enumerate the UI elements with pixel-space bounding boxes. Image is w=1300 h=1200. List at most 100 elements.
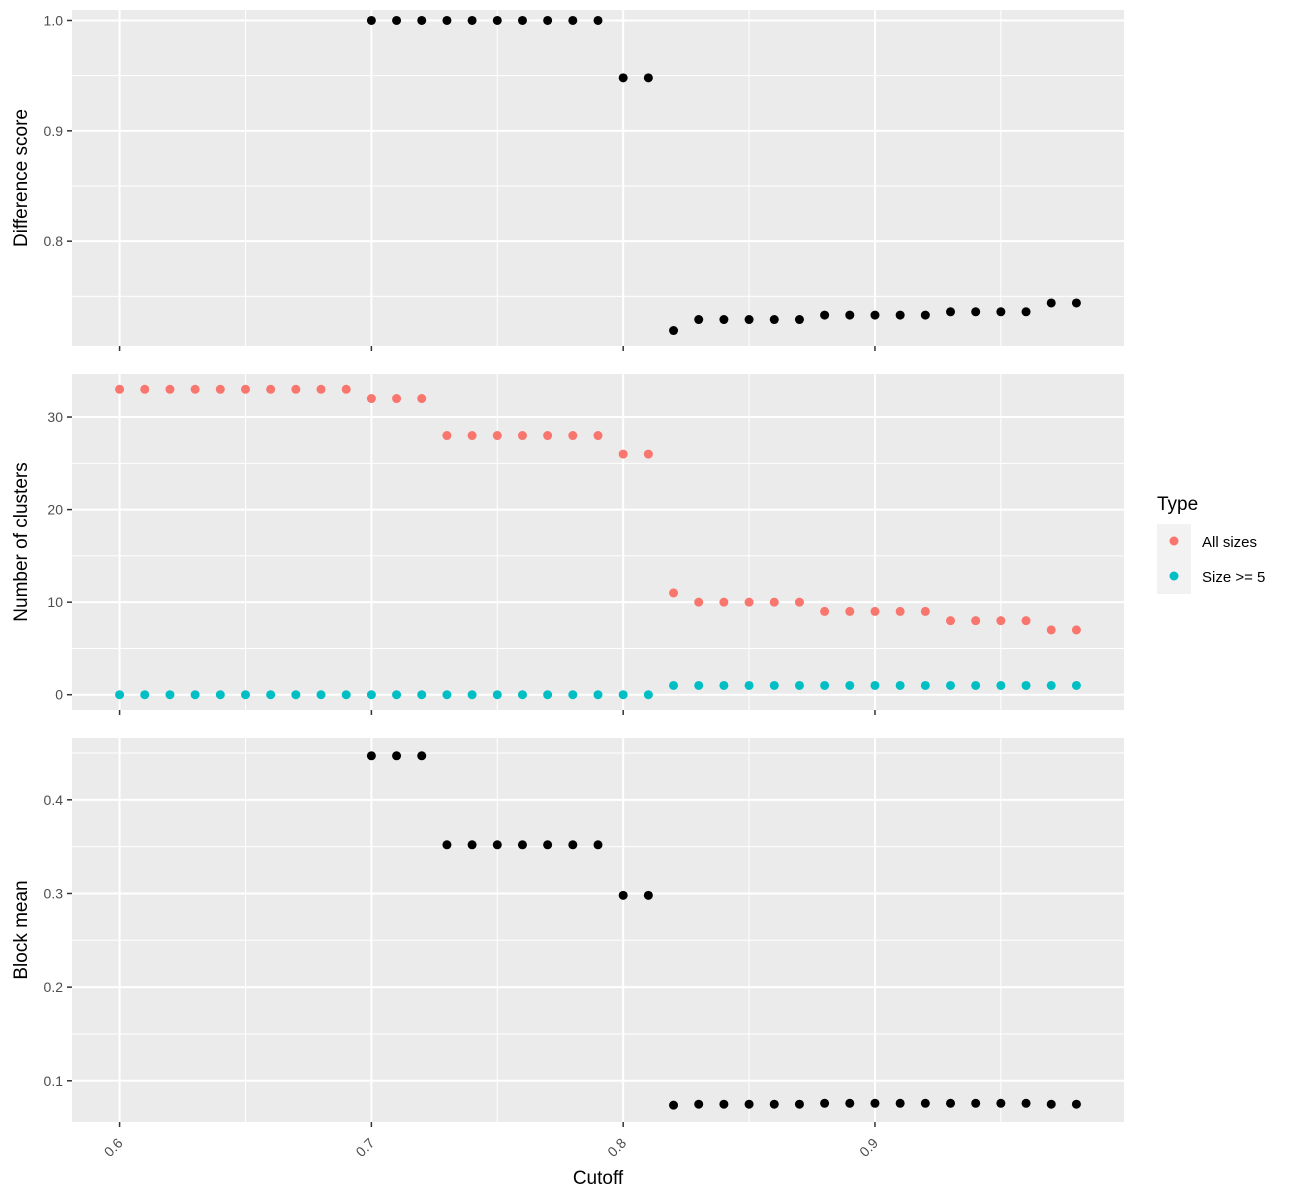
data-point xyxy=(593,840,603,850)
data-point xyxy=(190,690,200,700)
data-point xyxy=(643,449,653,459)
data-point xyxy=(971,680,981,690)
y-tick-label: 0.2 xyxy=(44,979,64,995)
data-point xyxy=(920,1098,930,1108)
series-1 xyxy=(366,751,1081,1110)
data-point xyxy=(971,1098,981,1108)
data-point xyxy=(744,1099,754,1109)
data-point xyxy=(643,890,653,900)
data-point xyxy=(215,690,225,700)
y-tick-label: 0.1 xyxy=(44,1073,64,1089)
data-point xyxy=(769,597,779,607)
data-point xyxy=(971,616,981,626)
data-point xyxy=(593,15,603,25)
data-point xyxy=(669,326,679,336)
series-2 xyxy=(115,680,1081,700)
y-tick-label: 1.0 xyxy=(44,12,64,28)
data-point xyxy=(442,690,452,700)
x-tick-label: 0.6 xyxy=(101,1135,126,1160)
data-point xyxy=(920,680,930,690)
data-point xyxy=(643,690,653,700)
data-point xyxy=(794,1099,804,1109)
data-point xyxy=(946,1098,956,1108)
data-point xyxy=(996,1098,1006,1108)
data-point xyxy=(820,1098,830,1108)
data-point xyxy=(1021,616,1031,626)
data-point xyxy=(694,315,704,325)
data-point xyxy=(669,680,679,690)
data-point xyxy=(794,680,804,690)
data-point xyxy=(1046,680,1056,690)
data-point xyxy=(769,1099,779,1109)
data-point xyxy=(442,431,452,441)
data-point xyxy=(920,606,930,616)
data-point xyxy=(996,680,1006,690)
x-tick-label: 0.8 xyxy=(604,1135,629,1160)
data-point xyxy=(794,315,804,325)
y-tick-label: 30 xyxy=(47,409,63,425)
data-point xyxy=(417,690,427,700)
data-point xyxy=(719,680,729,690)
data-point xyxy=(492,431,502,441)
data-point xyxy=(870,1098,880,1108)
y-tick-label: 20 xyxy=(47,502,63,518)
data-point xyxy=(694,597,704,607)
data-point xyxy=(845,1098,855,1108)
data-point xyxy=(165,690,175,700)
data-point xyxy=(467,690,477,700)
data-point xyxy=(366,394,376,404)
data-point xyxy=(392,15,402,25)
data-point xyxy=(115,384,125,394)
data-point xyxy=(996,616,1006,626)
data-point xyxy=(794,597,804,607)
data-point xyxy=(517,840,527,850)
data-point xyxy=(769,680,779,690)
data-point xyxy=(1021,680,1031,690)
data-point xyxy=(971,307,981,317)
panel-2: 0 10 20 30 Number of clusters xyxy=(11,374,1124,715)
data-point xyxy=(593,690,603,700)
data-point xyxy=(140,384,150,394)
y-tick-label: 0.8 xyxy=(44,233,64,249)
data-point xyxy=(1071,1099,1081,1109)
data-point xyxy=(1071,625,1081,635)
data-point xyxy=(744,315,754,325)
data-point xyxy=(719,1099,729,1109)
data-point xyxy=(341,384,351,394)
data-point xyxy=(946,616,956,626)
data-point xyxy=(568,840,578,850)
y-tick-label: 0.3 xyxy=(44,885,64,901)
data-point xyxy=(744,680,754,690)
y-tick-label: 0 xyxy=(55,687,63,703)
data-point xyxy=(266,384,276,394)
data-point xyxy=(291,384,301,394)
data-point xyxy=(593,431,603,441)
data-point xyxy=(316,690,326,700)
data-point xyxy=(769,315,779,325)
data-point xyxy=(820,680,830,690)
panel-3: 0.1 0.2 0.3 0.4 Block mean xyxy=(11,738,1124,1127)
data-point xyxy=(366,15,376,25)
data-point xyxy=(719,315,729,325)
data-point xyxy=(920,310,930,320)
data-point xyxy=(240,384,250,394)
data-point xyxy=(417,751,427,761)
data-point xyxy=(543,840,553,850)
data-point xyxy=(1071,298,1081,308)
data-point xyxy=(1046,298,1056,308)
data-point xyxy=(946,680,956,690)
y-axis-title: Number of clusters xyxy=(11,462,32,621)
y-tick-label: 10 xyxy=(47,594,63,610)
data-point xyxy=(517,15,527,25)
data-point xyxy=(568,431,578,441)
y-tick-label: 0.4 xyxy=(44,792,64,808)
data-point xyxy=(895,310,905,320)
data-point xyxy=(719,597,729,607)
data-point xyxy=(291,690,301,700)
data-point xyxy=(240,690,250,700)
data-point xyxy=(492,15,502,25)
data-point xyxy=(341,690,351,700)
data-point xyxy=(442,840,452,850)
data-point xyxy=(543,690,553,700)
